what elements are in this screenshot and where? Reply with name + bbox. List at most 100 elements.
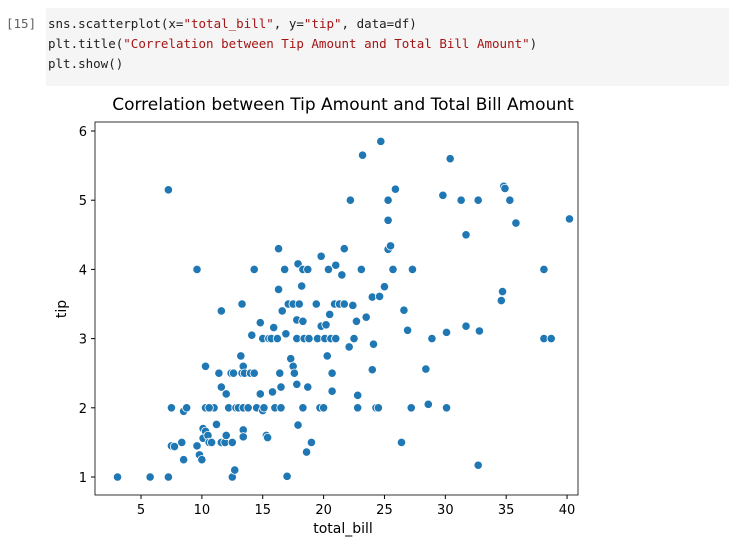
code-token: ) xyxy=(529,36,538,51)
point xyxy=(281,329,291,339)
point xyxy=(298,316,308,326)
point xyxy=(374,291,385,301)
point xyxy=(112,472,123,482)
x-axis-label: total_bill xyxy=(313,521,373,537)
point xyxy=(273,284,284,295)
y-axis-label: tip xyxy=(54,300,70,318)
code-token: , y= xyxy=(273,16,304,31)
point xyxy=(327,386,337,396)
point xyxy=(277,306,287,316)
point xyxy=(204,403,214,413)
point xyxy=(272,334,282,344)
point xyxy=(461,321,471,331)
point xyxy=(402,325,413,335)
code-token: "tip" xyxy=(303,16,342,31)
point xyxy=(511,218,521,228)
prompt: [15] xyxy=(6,16,37,31)
point xyxy=(273,244,284,254)
code-token: , data=df) xyxy=(341,16,417,31)
point xyxy=(500,183,510,194)
point xyxy=(496,295,506,306)
point xyxy=(227,437,237,448)
point xyxy=(169,441,180,452)
point xyxy=(376,136,386,146)
point xyxy=(353,403,363,413)
point xyxy=(311,299,321,309)
point xyxy=(456,195,466,205)
x-tick-label: 5 xyxy=(137,503,145,518)
point xyxy=(276,403,286,413)
x-tick-label: 25 xyxy=(376,503,393,518)
point xyxy=(207,437,217,448)
point xyxy=(423,399,433,409)
point xyxy=(322,351,332,361)
x-tick-label: 40 xyxy=(559,503,576,518)
point xyxy=(351,316,362,326)
code-token: sns.scatterplot(x= xyxy=(48,16,184,31)
code-token: "Correlation between Tip Amount and Tota… xyxy=(123,36,530,51)
point xyxy=(345,195,355,205)
point xyxy=(373,403,383,413)
point xyxy=(357,150,368,160)
point xyxy=(249,368,259,378)
point xyxy=(474,326,485,336)
point xyxy=(327,368,337,378)
y-tick-label: 5 xyxy=(79,194,87,209)
point xyxy=(441,403,452,413)
point xyxy=(255,389,265,399)
point xyxy=(298,403,308,413)
point xyxy=(438,190,448,200)
point xyxy=(304,334,314,344)
code-cell xyxy=(46,8,729,86)
point xyxy=(546,334,556,344)
x-tick-label: 30 xyxy=(437,503,454,518)
point xyxy=(445,154,455,164)
point xyxy=(236,351,246,361)
code-token: plt.title( xyxy=(48,36,124,51)
point xyxy=(356,264,366,275)
x-tick-label: 15 xyxy=(254,503,271,518)
point xyxy=(461,230,471,240)
point xyxy=(399,305,409,315)
point xyxy=(243,403,253,413)
x-tick-label: 20 xyxy=(315,503,332,518)
point xyxy=(306,437,317,448)
chart-title: Correlation between Tip Amount and Total… xyxy=(112,95,574,115)
point xyxy=(163,472,173,482)
y-tick-label: 6 xyxy=(79,125,87,140)
point xyxy=(323,264,334,275)
y-tick-label: 4 xyxy=(79,263,87,278)
point xyxy=(286,354,296,364)
point xyxy=(367,365,377,375)
chart: Correlation between Tip Amount and Total… xyxy=(54,95,579,537)
point xyxy=(163,185,173,195)
point xyxy=(318,403,329,413)
point xyxy=(348,300,358,310)
point xyxy=(297,281,307,291)
point xyxy=(379,282,390,292)
point xyxy=(361,312,371,322)
point xyxy=(505,195,515,205)
point xyxy=(228,368,239,378)
point xyxy=(331,334,341,344)
point xyxy=(294,299,304,309)
point xyxy=(321,320,331,330)
point xyxy=(192,264,202,275)
point xyxy=(316,251,326,261)
point xyxy=(230,465,240,475)
point xyxy=(200,361,211,371)
point xyxy=(339,299,349,309)
code-token: "total_bill" xyxy=(183,16,274,31)
y-tick-label: 1 xyxy=(79,471,87,486)
point xyxy=(216,306,226,316)
point xyxy=(145,472,155,482)
point xyxy=(349,334,359,344)
point xyxy=(473,195,483,205)
point xyxy=(267,387,278,397)
point xyxy=(325,309,335,319)
point xyxy=(269,322,279,333)
y-tick-label: 3 xyxy=(79,333,87,348)
point xyxy=(383,195,393,205)
point xyxy=(238,432,248,442)
